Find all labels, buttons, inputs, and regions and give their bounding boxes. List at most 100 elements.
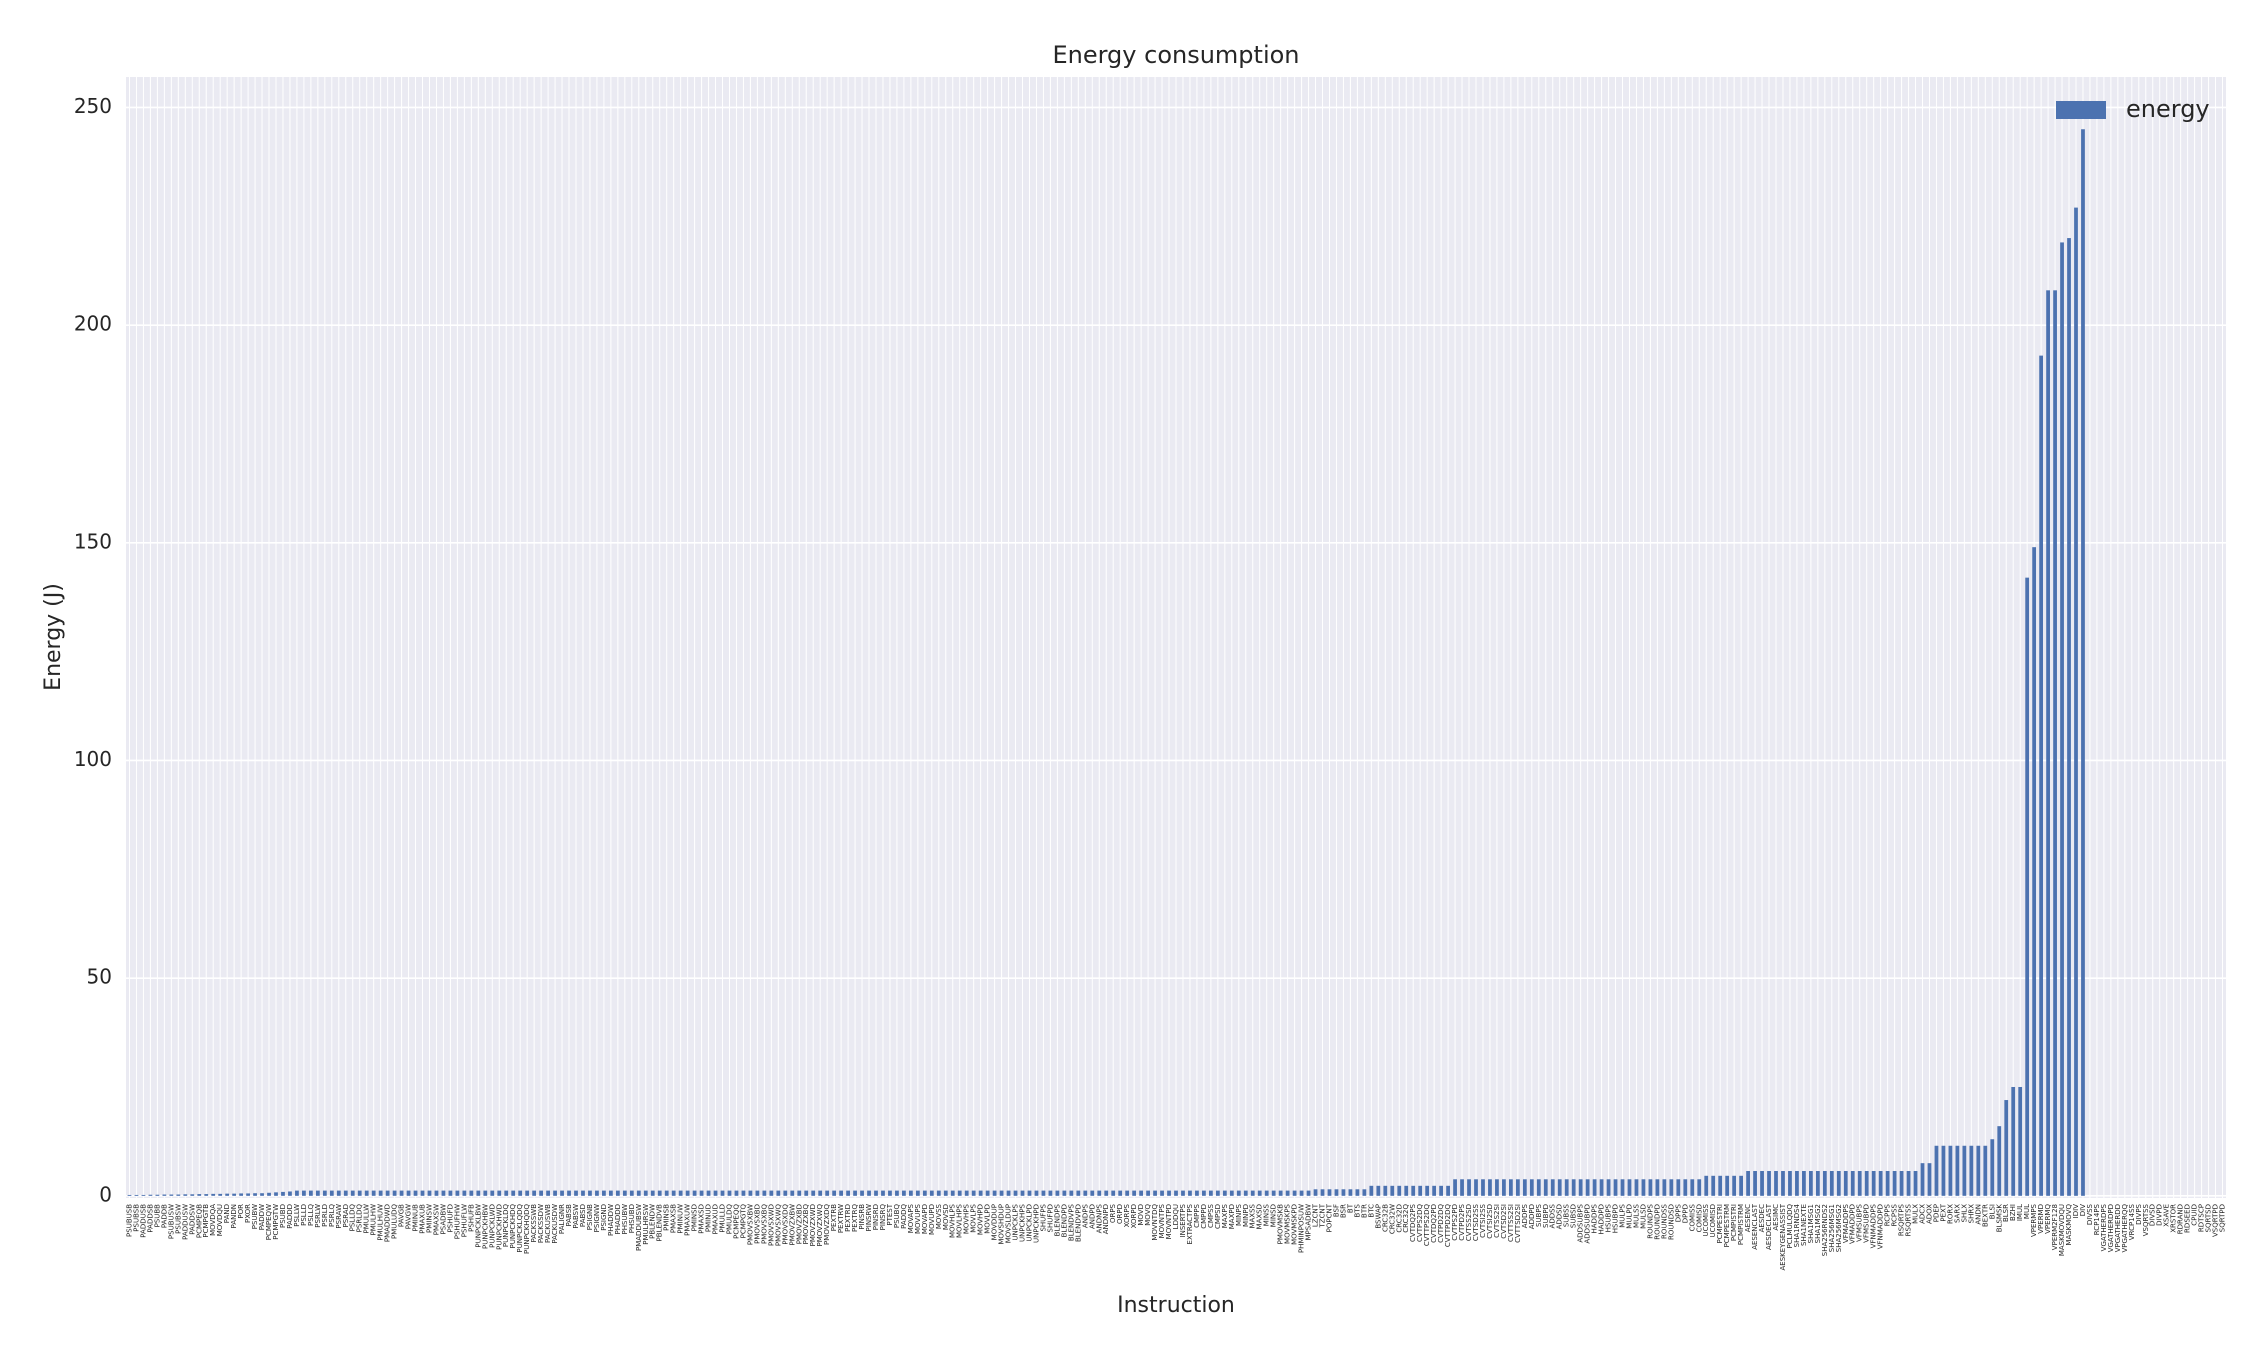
bar xyxy=(595,1190,599,1196)
x-tick-label: ADOX xyxy=(1925,1204,1933,1224)
x-tick-label: ROUNDPS xyxy=(1646,1203,1654,1238)
bar xyxy=(950,1190,955,1196)
x-tick-label: HSUBPD xyxy=(1612,1204,1620,1233)
bar xyxy=(1585,1179,1590,1196)
bar xyxy=(727,1190,732,1196)
bar xyxy=(1739,1175,1743,1196)
x-tick-label: PUNPCKHBW xyxy=(481,1204,489,1249)
bar xyxy=(127,1194,132,1196)
x-tick-label: INSERTPS xyxy=(1179,1203,1187,1237)
bar xyxy=(1229,1190,1234,1196)
bar xyxy=(1676,1179,1681,1196)
bar xyxy=(971,1190,976,1196)
x-tick-label: CVTTSD2SI xyxy=(1514,1204,1522,1243)
x-tick-label: SHA256MSG1 xyxy=(1828,1204,1836,1252)
x-tick-label: AESENC xyxy=(1744,1204,1752,1232)
x-tick-label: MOVHPS xyxy=(963,1203,971,1234)
bar xyxy=(1578,1179,1583,1196)
bar xyxy=(1529,1179,1534,1196)
x-tick-label: CVTTSS2SI xyxy=(1507,1204,1515,1242)
bar xyxy=(1222,1190,1227,1196)
x-tick-label: PUNPCKLDQ xyxy=(502,1204,510,1248)
x-tick-label: PHMINPOSUW xyxy=(1298,1204,1306,1253)
x-tick-label: ROUNDPD xyxy=(1653,1204,1661,1240)
x-tick-label: ADDPS xyxy=(1521,1203,1529,1228)
bar xyxy=(1369,1185,1374,1196)
chart-title: Energy consumption xyxy=(1052,41,1299,69)
bar xyxy=(1215,1190,1220,1196)
x-tick-label: VGATHERDPS xyxy=(2100,1203,2108,1251)
x-tick-label: PMOVSXBW xyxy=(746,1204,754,1245)
x-tick-label: VGATHERDPD xyxy=(2107,1204,2115,1252)
x-tick-label: PMULHRSW xyxy=(642,1204,650,1245)
x-tick-label: MAXPS xyxy=(1221,1203,1229,1228)
x-tick-label: MOVSD xyxy=(942,1204,950,1230)
bar xyxy=(295,1190,299,1196)
bar xyxy=(1788,1171,1792,1196)
x-tick-label: PADDW xyxy=(258,1204,266,1230)
x-tick-label: PMOVSXBQ xyxy=(760,1204,768,1244)
x-tick-label: PSIGNB xyxy=(586,1204,594,1230)
bar xyxy=(1320,1189,1325,1196)
x-tick-label: PUNPCKLWD xyxy=(488,1204,496,1248)
x-tick-label: ADDSUBPS xyxy=(1577,1203,1585,1242)
bar xyxy=(1997,1126,2002,1196)
bar xyxy=(218,1193,223,1196)
x-tick-label: PSHUFLW xyxy=(460,1204,468,1237)
bar xyxy=(1669,1179,1674,1196)
bar xyxy=(776,1190,781,1196)
bar xyxy=(518,1190,523,1196)
x-tick-label: SHA1MSG2 xyxy=(1814,1204,1822,1243)
bar xyxy=(881,1190,885,1196)
x-tick-label: PMULLW xyxy=(363,1204,371,1234)
bar xyxy=(1829,1171,1834,1196)
x-tick-label: RSQRTSS xyxy=(1905,1203,1913,1236)
x-tick-label: PADDUSW xyxy=(181,1204,189,1240)
bar xyxy=(267,1192,271,1196)
x-tick-label: PBLENDVB xyxy=(656,1204,664,1242)
bar xyxy=(1725,1175,1730,1196)
x-tick-label: MAXPD xyxy=(1228,1204,1236,1229)
x-tick-label: AESKEYGENASSIST xyxy=(1779,1203,1787,1270)
x-tick-label: PSHUFHW xyxy=(453,1204,461,1239)
bar xyxy=(1606,1179,1611,1196)
x-tick-label: CMPPD xyxy=(1200,1204,1208,1229)
x-tick-label: PSUBUSW xyxy=(167,1204,175,1239)
x-tick-label: BLENDVPS xyxy=(1067,1203,1075,1241)
x-tick-label: PSHUFD xyxy=(446,1204,454,1232)
bar xyxy=(155,1194,160,1196)
x-tick-label: POPCNT xyxy=(1325,1203,1333,1232)
x-tick-label: SHA256RNDS2 xyxy=(1821,1204,1829,1256)
x-tick-label: PSUBSW xyxy=(174,1204,182,1234)
x-tick-label: PMAXUW xyxy=(684,1204,692,1236)
x-tick-label: MINSD xyxy=(1270,1204,1278,1227)
x-tick-label: MUL xyxy=(2023,1204,2031,1219)
bar xyxy=(895,1190,899,1196)
bar xyxy=(504,1190,509,1196)
x-tick-label: BTS xyxy=(1353,1203,1361,1217)
bar xyxy=(811,1190,816,1196)
x-tick-label: PSIGNW xyxy=(593,1204,601,1232)
bar xyxy=(1613,1179,1618,1196)
x-tick-label: PADDB xyxy=(160,1204,168,1228)
x-tick-label: BT xyxy=(1346,1203,1354,1213)
bar xyxy=(1495,1179,1499,1196)
x-tick-label: VFMSUBPD xyxy=(1863,1204,1871,1243)
x-tick-label: PABSB xyxy=(565,1204,573,1227)
bar xyxy=(1934,1145,1939,1196)
x-tick-label: PAND xyxy=(223,1204,231,1223)
x-tick-label: MOVAPD xyxy=(921,1204,929,1234)
bar xyxy=(1474,1179,1478,1196)
x-tick-label: PINSRB xyxy=(858,1204,866,1230)
x-tick-label: UNPCKHPS xyxy=(1019,1203,1027,1242)
bar xyxy=(1027,1190,1032,1196)
bar xyxy=(699,1190,704,1196)
bar xyxy=(476,1190,481,1196)
bar xyxy=(1460,1179,1464,1196)
bar xyxy=(1041,1190,1046,1196)
bar xyxy=(860,1190,864,1196)
x-tick-label: MINPD xyxy=(1242,1204,1250,1227)
bar xyxy=(1453,1179,1457,1196)
x-tick-label: SHUFPD xyxy=(1046,1204,1054,1232)
x-tick-label: ADDSS xyxy=(1549,1203,1557,1228)
